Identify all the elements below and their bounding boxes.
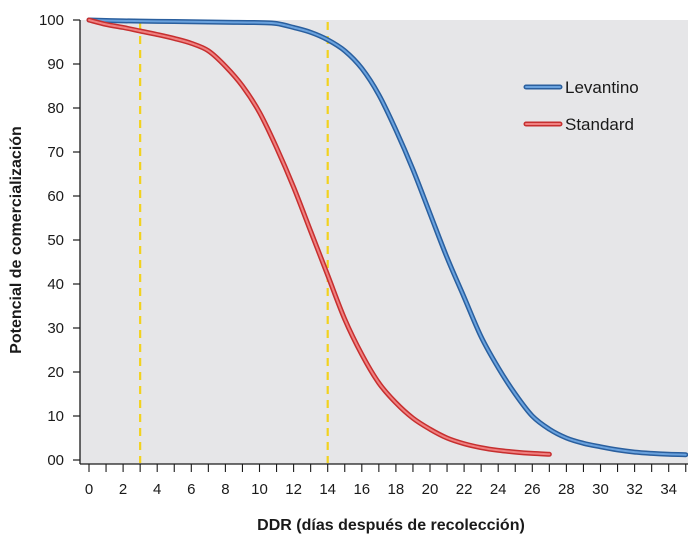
x-tick-label: 0: [85, 481, 93, 498]
legend-label-standard: Standard: [565, 115, 634, 134]
x-tick-label: 20: [422, 481, 439, 498]
x-tick-label: 24: [490, 481, 507, 498]
y-tick-label: 90: [47, 56, 64, 73]
y-tick-label: 50: [47, 232, 64, 249]
legend-item-levantino: Levantino: [523, 78, 639, 97]
x-tick-label: 4: [153, 481, 161, 498]
x-tick-label: 32: [626, 481, 643, 498]
legend-item-standard: Standard: [523, 115, 634, 134]
x-tick-label: 34: [660, 481, 677, 498]
y-tick-label: 60: [47, 188, 64, 205]
x-tick-label: 18: [388, 481, 405, 498]
y-tick-label: 00: [47, 452, 64, 469]
y-axis-title: Potencial de comercialización: [8, 126, 25, 354]
x-tick-label: 22: [456, 481, 473, 498]
x-tick-label: 12: [285, 481, 302, 498]
x-tick-label: 10: [251, 481, 268, 498]
y-tick-label: 30: [47, 320, 64, 337]
y-tick-label: 40: [47, 276, 64, 293]
x-tick-label: 26: [524, 481, 541, 498]
x-tick-label: 14: [319, 481, 336, 498]
x-tick-label: 6: [187, 481, 195, 498]
y-tick-label: 80: [47, 100, 64, 117]
series-line-levantino-highlight: [88, 19, 687, 456]
axis-layer: [73, 19, 688, 472]
x-tick-label: 28: [558, 481, 575, 498]
x-axis-title: DDR (días después de recolección): [257, 517, 525, 534]
y-tick-label: 100: [39, 12, 64, 29]
y-tick-label: 10: [47, 408, 64, 425]
x-tick-label: 16: [353, 481, 370, 498]
reference-lines: [139, 22, 329, 463]
y-tick-label: 70: [47, 144, 64, 161]
legend: Levantino Standard: [523, 78, 639, 134]
x-tick-label: 8: [221, 481, 229, 498]
legend-label-levantino: Levantino: [565, 78, 639, 97]
series-layer: [86, 17, 688, 458]
series-line-standard-highlight: [88, 19, 551, 456]
x-tick-label: 2: [119, 481, 127, 498]
y-tick-label: 20: [47, 364, 64, 381]
x-tick-label: 30: [592, 481, 609, 498]
